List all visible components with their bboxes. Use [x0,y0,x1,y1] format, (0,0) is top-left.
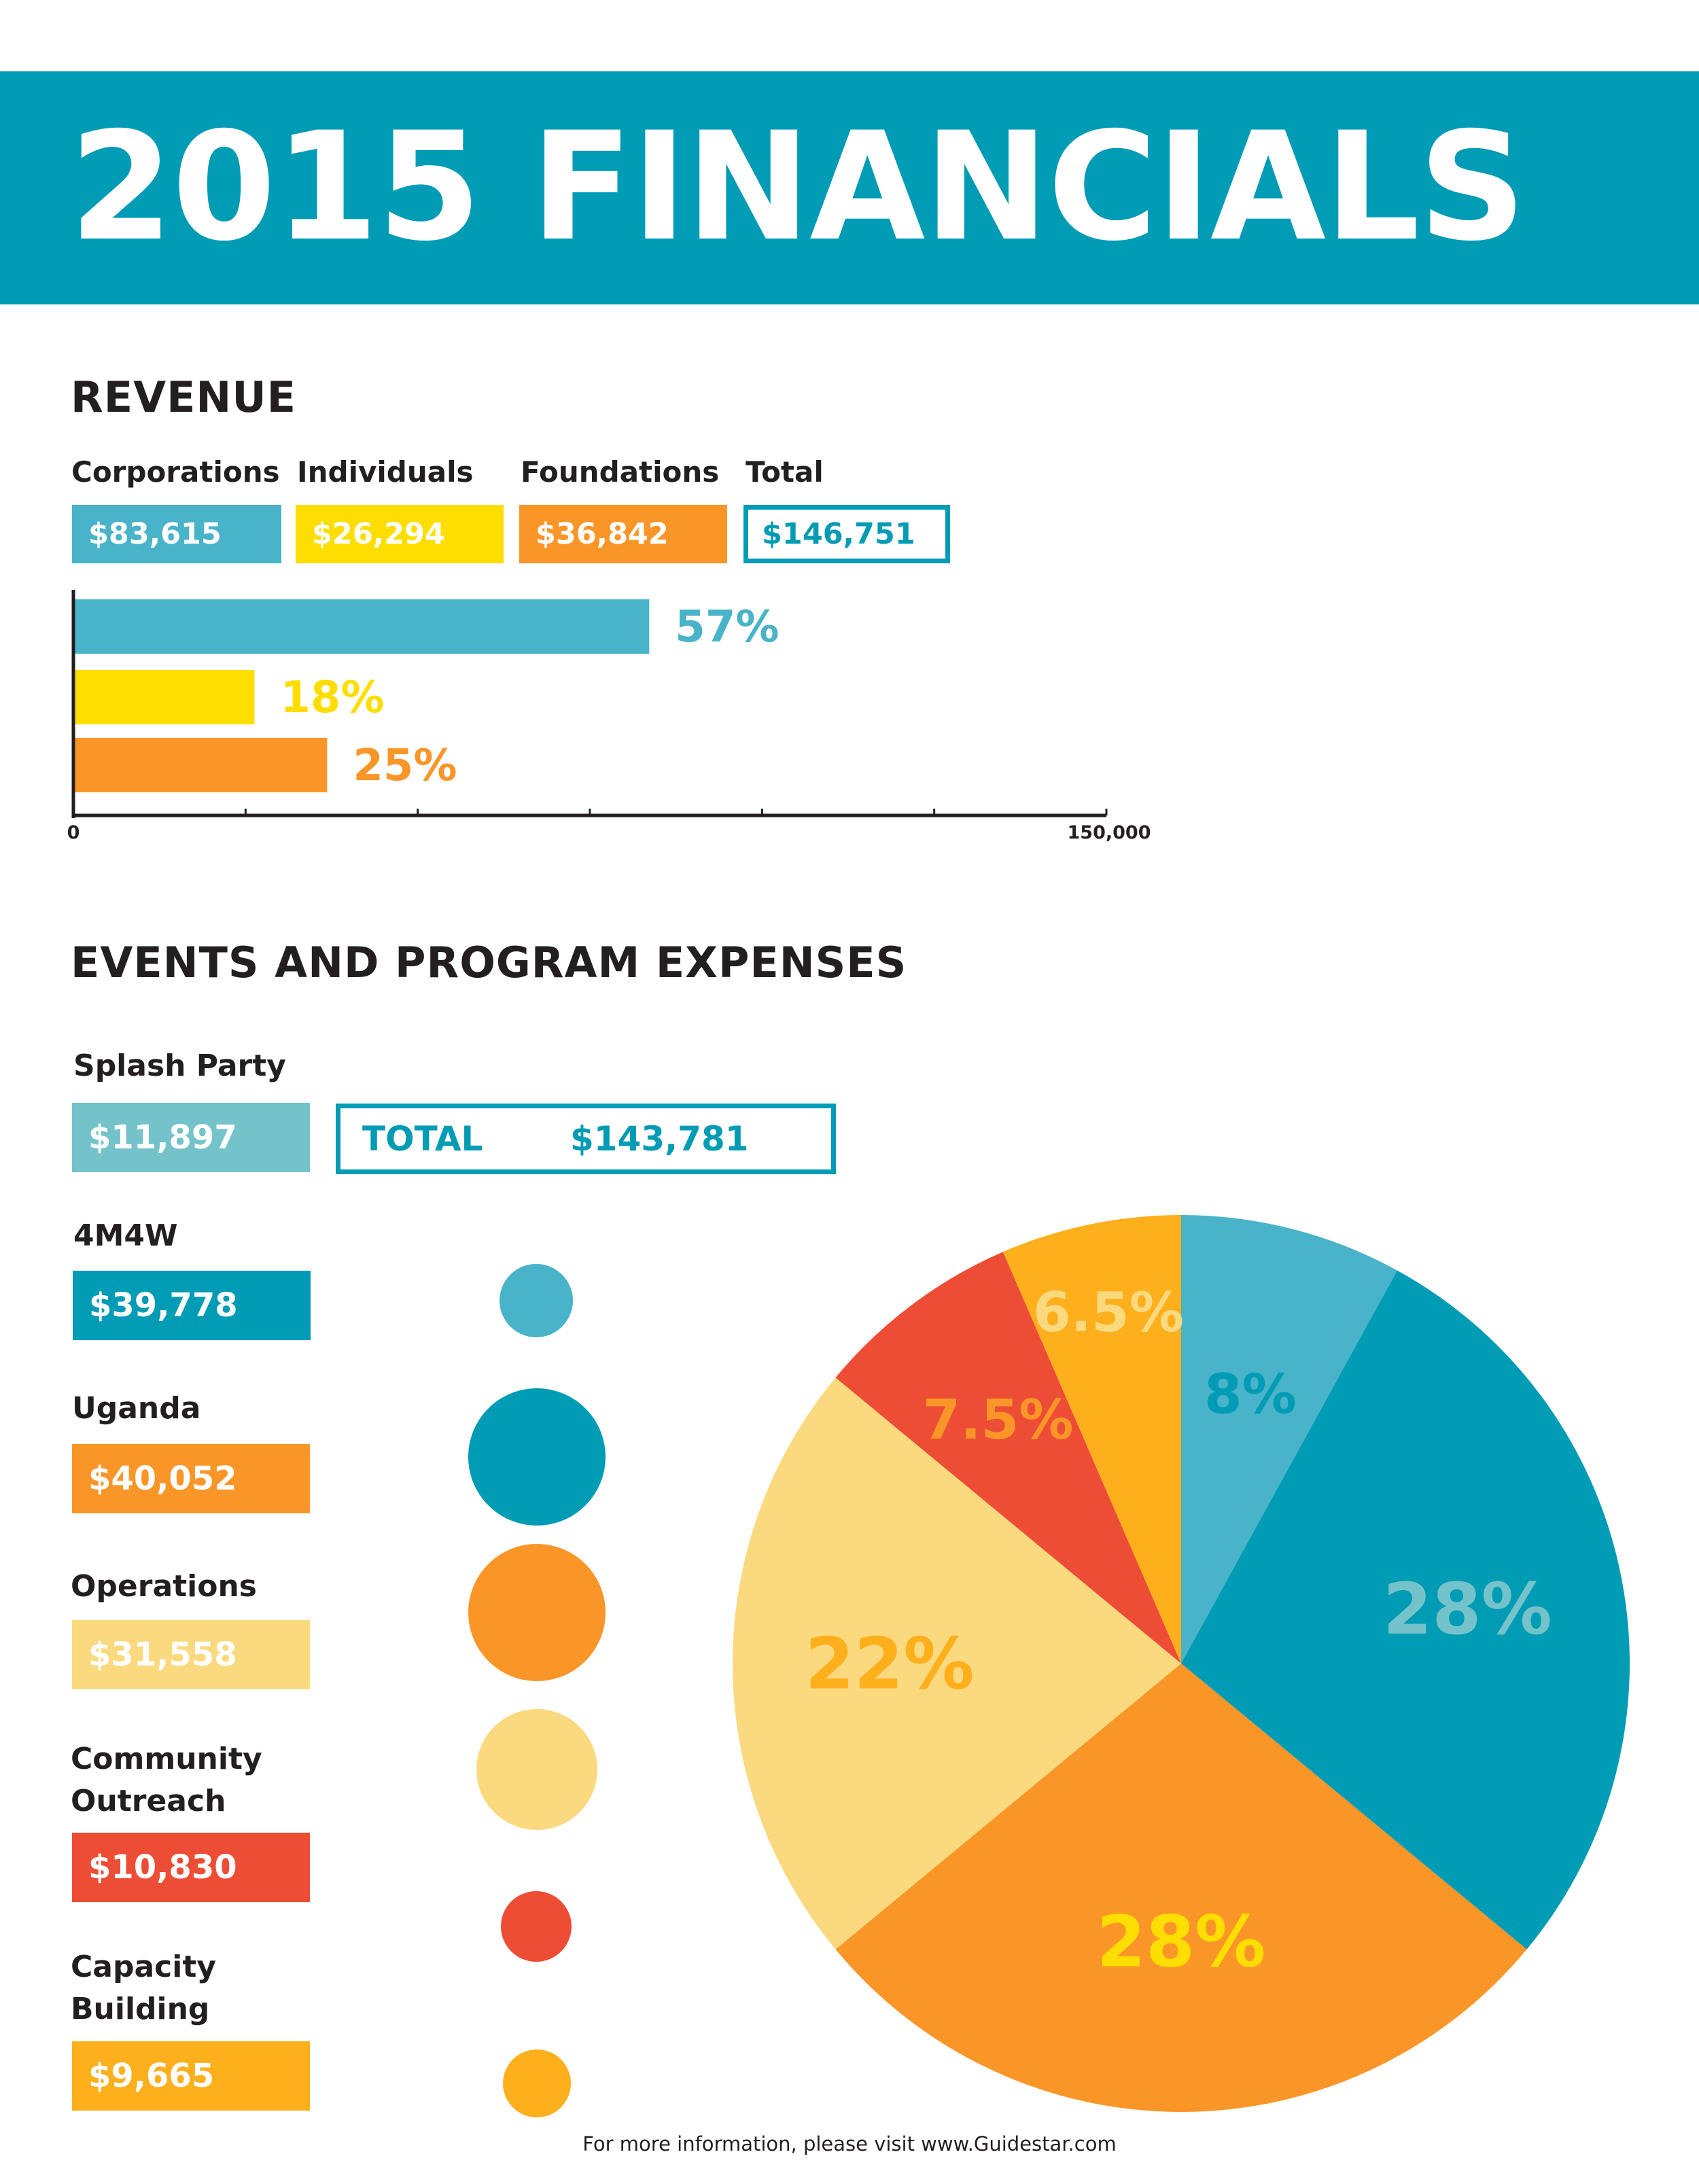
expenses-total-label: TOTAL [362,1119,483,1159]
pie-slice-label: 22% [805,1622,975,1705]
expense-dot-uganda [468,1544,606,1681]
page-title: 2015 FINANCIALS [69,100,1526,274]
expenses-heading: EVENTS AND PROGRAM EXPENSES [71,938,907,987]
expenses-pie-chart: 8% 28% 28% 22% 7.5% 6.5% [733,1215,1630,2112]
expense-dot-4m4w [468,1388,606,1526]
revenue-bar [73,738,328,792]
pie-slice [835,1252,1181,1663]
revenue-amount-individuals: $26,294 [296,505,504,563]
expense-dot-community-outreach [501,1891,572,1962]
revenue-bar-label: 18% [280,673,384,723]
expense-label-splash-party: Splash Party [73,1049,286,1083]
expense-label-operations: Operations [71,1569,257,1604]
pie-slice-label: 28% [1097,1901,1266,1984]
revenue-tick-label: 0 [67,822,80,843]
expenses-total-box: TOTAL $143,781 [336,1104,836,1174]
expense-amount-capacity-building: $9,665 [72,2041,310,2111]
pie-slice-label: 28% [1383,1568,1552,1651]
footer-text: For more information, please visit www.G… [582,2132,1117,2155]
expense-dot-operations [476,1709,597,1830]
revenue-amount-corporations: $83,615 [72,505,281,563]
revenue-label-corporations: Corporations [71,455,280,489]
expenses-total-amount: $143,781 [570,1119,749,1159]
pie-slice-label: 7.5% [923,1388,1074,1451]
pie-slice-label: 6.5% [1033,1281,1184,1344]
revenue-bar [73,670,255,724]
expense-label-community-outreach: Community Outreach [71,1742,262,1818]
revenue-bar-label: 57% [675,602,779,652]
revenue-amount-foundations: $36,842 [519,505,727,563]
revenue-label-foundations: Foundations [521,455,720,489]
expense-amount-uganda: $40,052 [72,1444,310,1513]
revenue-label-total: Total [746,455,824,489]
revenue-bar-label: 25% [353,741,457,791]
expense-label-capacity-building: Capacity Building [71,1950,217,2026]
pie-slice [835,1663,1527,2112]
expense-dot-splash-party [500,1264,573,1337]
revenue-tick-label: 150,000 [1068,822,1151,843]
pie-slice-label: 8% [1204,1363,1297,1426]
revenue-bar-chart: 57% 18% 25% 0 150,000 [67,590,1151,843]
expense-amount-community-outreach: $10,830 [72,1833,310,1902]
expense-label-4m4w: 4M4W [73,1218,178,1253]
revenue-bar [73,599,650,654]
title-banner [0,71,1699,304]
expense-amount-4m4w: $39,778 [73,1271,311,1340]
expense-amount-operations: $31,558 [72,1620,310,1689]
expense-label-uganda: Uganda [72,1391,201,1426]
pie-slice [733,1377,1181,1950]
expense-dot-capacity-building [503,2049,571,2117]
pie-slice [1181,1215,1397,1663]
revenue-heading: REVENUE [71,372,297,422]
expense-amount-splash-party: $11,897 [72,1103,310,1172]
revenue-label-individuals: Individuals [297,455,474,489]
pie-slice [1002,1215,1181,1663]
revenue-amount-total: $146,751 [743,505,950,563]
pie-slice [1181,1270,1630,1950]
